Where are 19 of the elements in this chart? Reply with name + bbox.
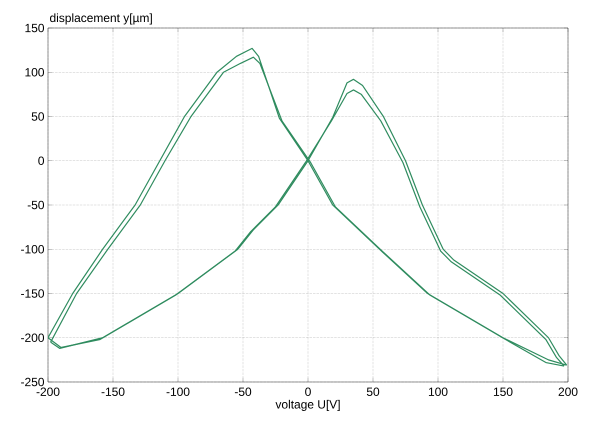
y-tick-label: -150 (21, 289, 44, 298)
x-tick-label: -50 (234, 388, 252, 396)
x-tick-label: -100 (166, 388, 190, 396)
x-tick-label: 50 (366, 388, 380, 396)
y-tick-label: 50 (32, 112, 44, 121)
y-tick-label: 150 (25, 24, 44, 32)
x-axis-title: voltage U[V] (275, 400, 340, 411)
y-tick-label: -100 (21, 245, 44, 254)
x-tick-label: 150 (494, 388, 513, 396)
x-tick-label: 200 (558, 388, 578, 396)
y-tick-label: -50 (28, 200, 44, 210)
x-tick-label: 100 (428, 388, 448, 396)
y-tick-label: 0 (38, 156, 44, 165)
y-tick-label: -200 (21, 334, 44, 342)
x-tick-label: -150 (102, 388, 124, 396)
y-tick-label: -250 (21, 378, 44, 386)
y-axis-title: displacement y[µm] (50, 13, 152, 24)
x-tick-label: 0 (305, 388, 311, 396)
y-tick-label: 100 (25, 68, 44, 76)
